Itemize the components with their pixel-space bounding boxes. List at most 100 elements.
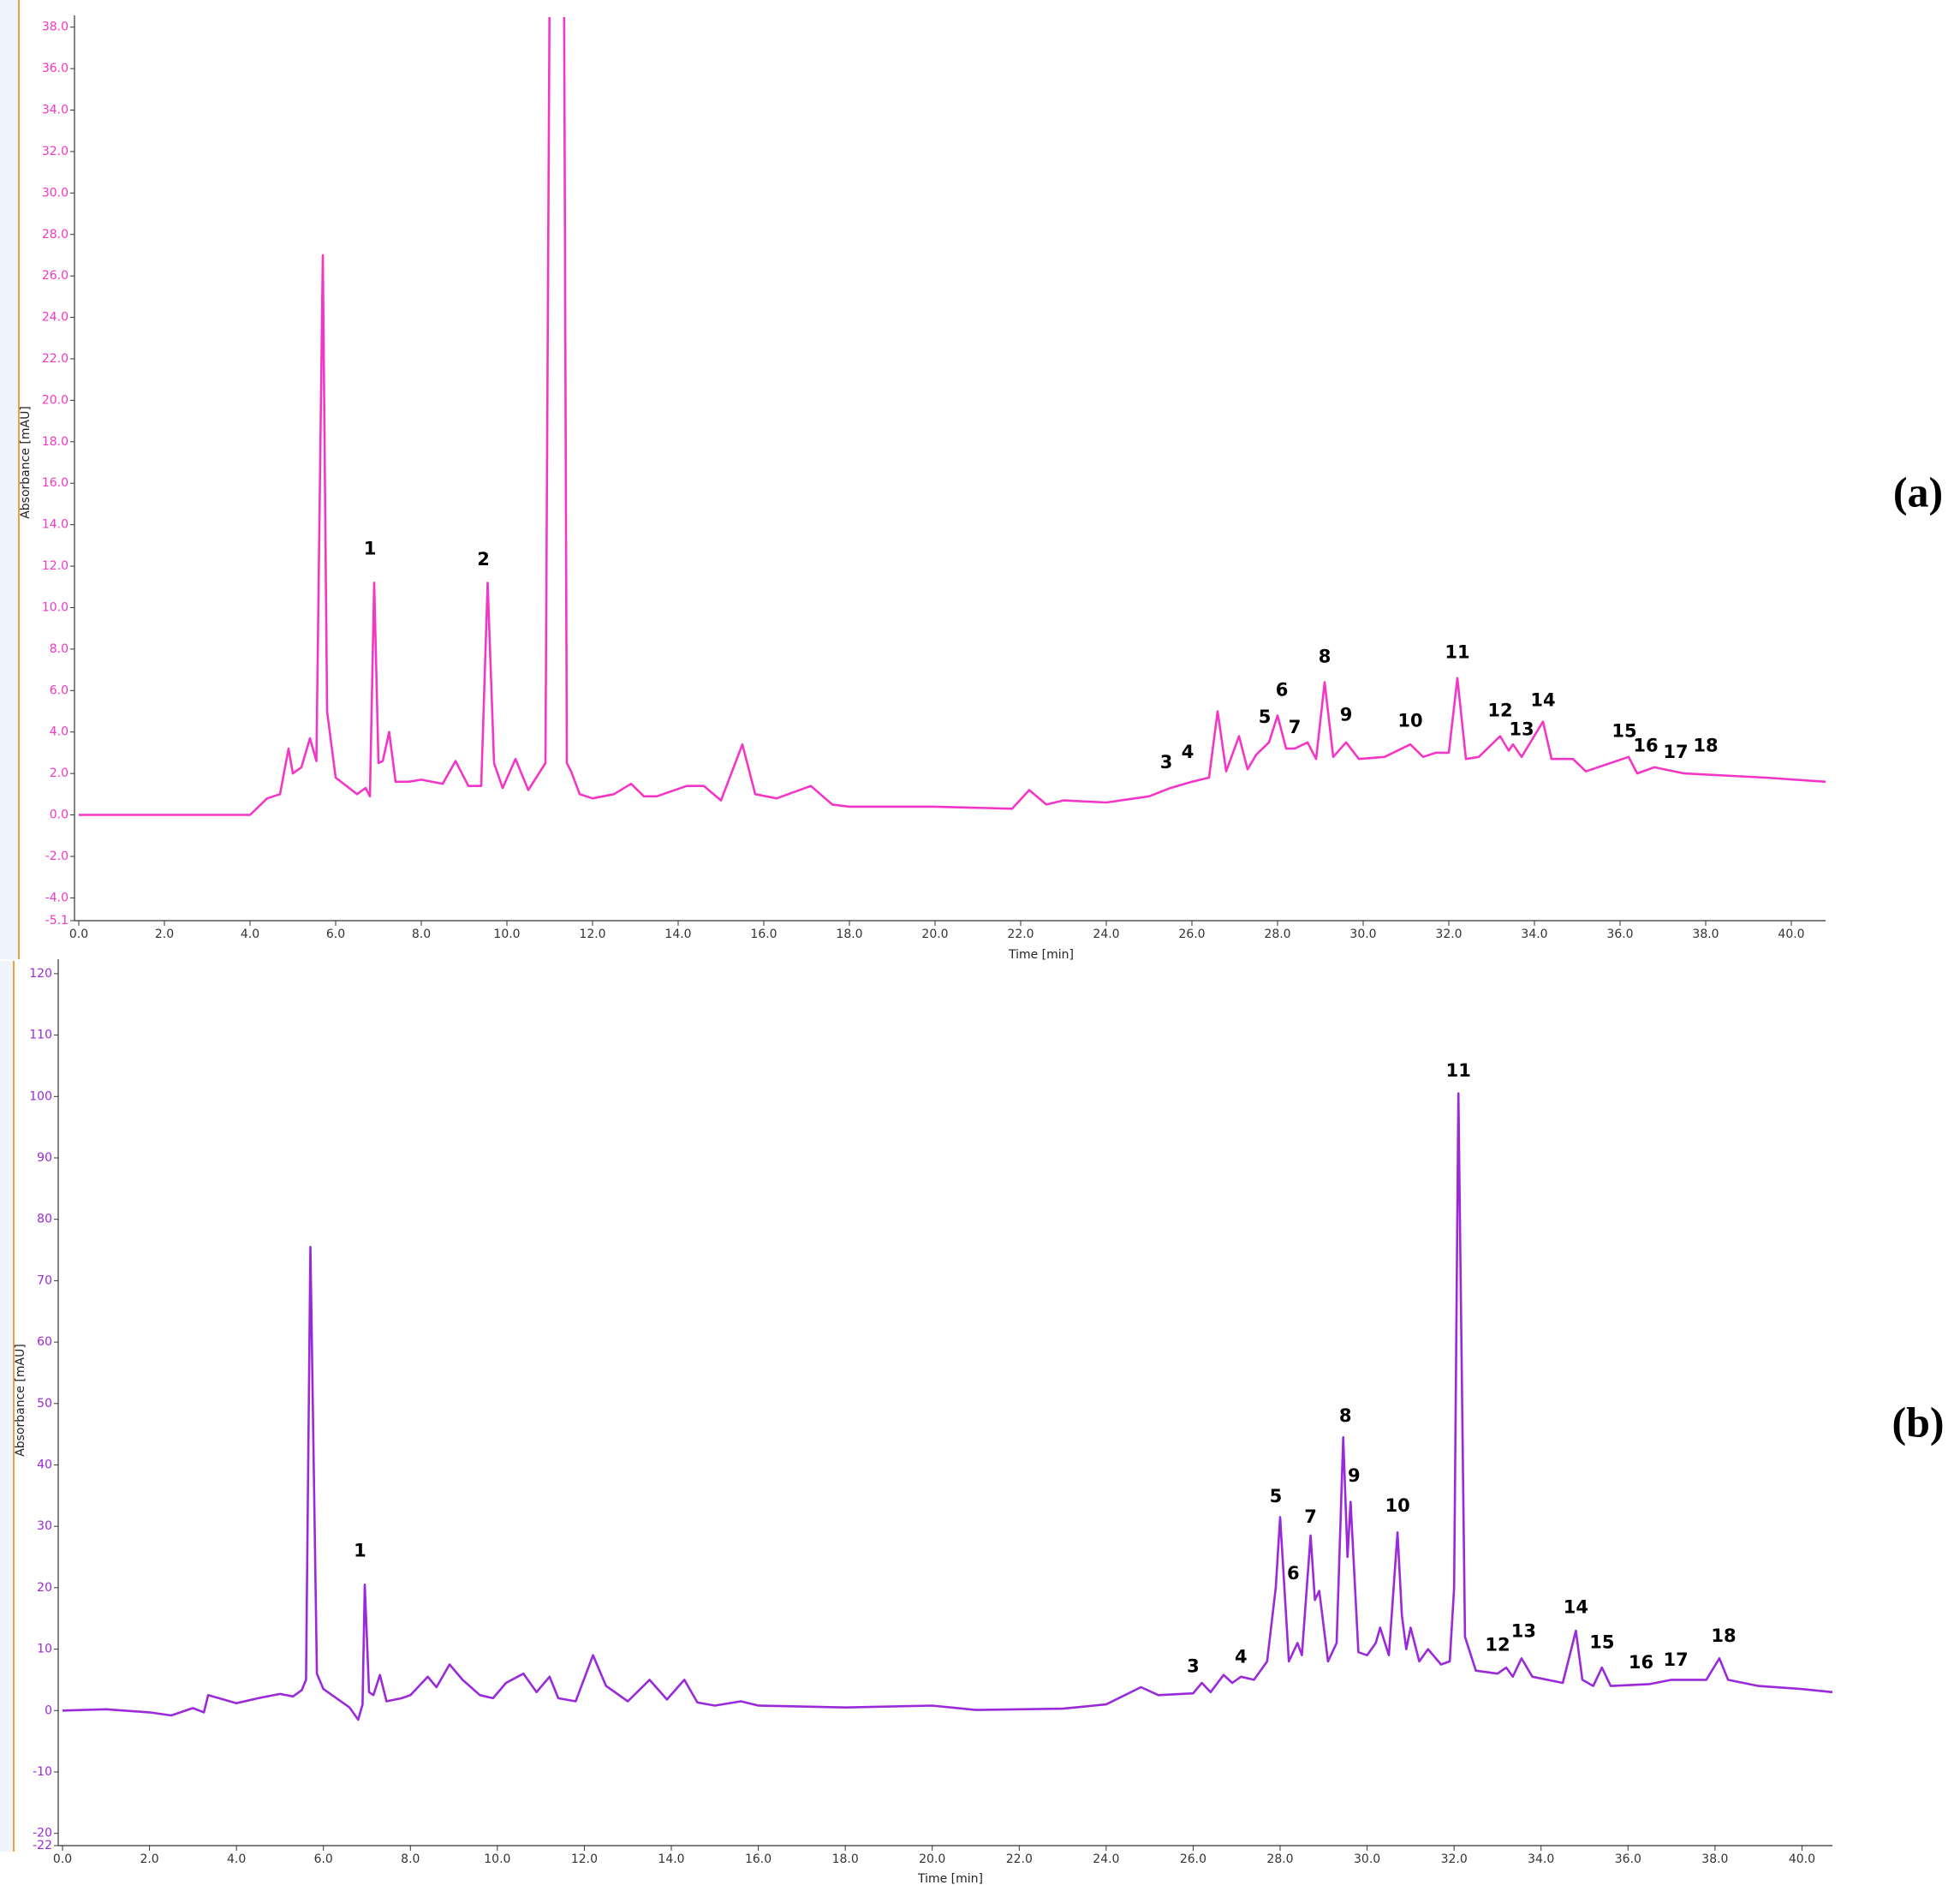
y-tick-label: 50	[37, 1397, 52, 1411]
x-tick-label: 18.0	[836, 928, 862, 941]
x-tick-label: 6.0	[326, 928, 345, 941]
peak-label: 1	[354, 1541, 366, 1561]
x-axis-label: Time [min]	[1008, 948, 1074, 962]
x-tick-label: 30.0	[1349, 928, 1376, 941]
y-axis-label: Absorbance [mAU]	[19, 406, 33, 519]
y-tick-label: 90	[37, 1151, 52, 1165]
y-tick-label: 80	[37, 1213, 52, 1226]
y-tick-label: 100	[29, 1089, 52, 1103]
x-tick-label: 2.0	[140, 1852, 158, 1866]
y-tick-label: -4.0	[45, 891, 69, 904]
x-tick-label: 10.0	[484, 1852, 510, 1866]
x-tick-label: 2.0	[155, 928, 174, 941]
y-tick-label: 12.0	[42, 559, 69, 573]
side-strip	[0, 961, 14, 1852]
x-axis-label: Time [min]	[917, 1872, 983, 1886]
x-tick-label: 10.0	[493, 928, 520, 941]
peak-label: 2	[477, 549, 490, 570]
x-tick-label: 36.0	[1615, 1852, 1641, 1866]
x-tick-label: 20.0	[921, 928, 948, 941]
panel-label: (b)	[1891, 1398, 1944, 1446]
y-tick-label: 22.0	[42, 352, 69, 366]
peak-label: 14	[1564, 1597, 1588, 1618]
chromatogram-line	[63, 1092, 1833, 1721]
y-tick-label: 6.0	[50, 683, 69, 697]
x-tick-label: 12.0	[579, 928, 605, 941]
chromatogram-line	[79, 17, 1826, 816]
peak-label: 18	[1711, 1626, 1736, 1646]
y-tick-label: -2.0	[45, 850, 69, 863]
peak-label: 6	[1287, 1563, 1300, 1584]
x-tick-label: 14.0	[658, 1852, 684, 1866]
peak-label: 16	[1629, 1652, 1653, 1673]
y-axis-label: Absorbance [mAU]	[14, 1344, 27, 1457]
x-tick-label: 18.0	[832, 1852, 859, 1866]
peak-label: 15	[1611, 721, 1636, 742]
y-tick-label: 32.0	[42, 145, 69, 158]
peak-label: 6	[1276, 679, 1289, 700]
x-tick-label: 8.0	[401, 1852, 420, 1866]
peak-label: 10	[1397, 711, 1422, 731]
x-tick-label: 14.0	[664, 928, 691, 941]
x-tick-label: 28.0	[1264, 928, 1290, 941]
x-tick-label: 32.0	[1441, 1852, 1468, 1866]
y-tick-label: 8.0	[50, 642, 69, 656]
y-tick-label: 14.0	[42, 518, 69, 532]
peak-label: 12	[1487, 701, 1512, 721]
peak-label: 7	[1289, 717, 1302, 737]
y-tick-label: 20	[37, 1581, 52, 1595]
y-tick-label: 10.0	[42, 600, 69, 614]
x-tick-label: 24.0	[1093, 1852, 1119, 1866]
y-tick-label: 70	[37, 1274, 52, 1287]
x-tick-label: 34.0	[1521, 928, 1547, 941]
x-tick-label: 6.0	[314, 1852, 333, 1866]
x-tick-label: 20.0	[919, 1852, 945, 1866]
y-tick-label: 2.0	[50, 767, 69, 780]
x-tick-label: 22.0	[1007, 928, 1034, 941]
y-tick-label: 38.0	[42, 21, 69, 34]
peak-label: 1	[364, 539, 377, 559]
y-tick-label: 40	[37, 1458, 52, 1471]
x-tick-label: 40.0	[1778, 928, 1804, 941]
peak-label: 17	[1664, 1649, 1689, 1670]
y-tick-label: 0.0	[50, 808, 69, 822]
x-tick-label: 30.0	[1354, 1852, 1380, 1866]
peak-label: 12	[1485, 1634, 1510, 1655]
x-tick-label: 28.0	[1266, 1852, 1293, 1866]
x-tick-label: 38.0	[1692, 928, 1719, 941]
x-tick-label: 4.0	[241, 928, 259, 941]
x-tick-label: 16.0	[745, 1852, 771, 1866]
peak-label: 11	[1445, 642, 1469, 663]
y-tick-label: -10	[33, 1765, 52, 1779]
x-tick-label: 24.0	[1093, 928, 1119, 941]
y-tick-label: 4.0	[50, 725, 69, 739]
peak-label: 8	[1339, 1405, 1352, 1426]
x-tick-label: 34.0	[1528, 1852, 1554, 1866]
y-tick-label: -22	[33, 1839, 52, 1852]
x-tick-label: 4.0	[227, 1852, 246, 1866]
x-tick-label: 36.0	[1606, 928, 1633, 941]
side-strip	[0, 0, 19, 959]
peak-label: 3	[1187, 1655, 1200, 1676]
peak-label: 18	[1693, 736, 1718, 756]
peak-label: 4	[1182, 742, 1194, 762]
peak-label: 5	[1259, 707, 1272, 727]
y-tick-label: -5.1	[45, 914, 69, 928]
y-tick-label: 26.0	[42, 269, 69, 283]
peak-label: 17	[1663, 742, 1688, 762]
x-tick-label: 32.0	[1435, 928, 1462, 941]
peak-label: 13	[1509, 719, 1534, 739]
peak-label: 16	[1633, 736, 1658, 756]
peak-label: 9	[1340, 704, 1353, 725]
peak-label: 15	[1589, 1632, 1614, 1652]
x-tick-label: 22.0	[1006, 1852, 1033, 1866]
y-tick-label: 30.0	[42, 186, 69, 200]
y-tick-label: 36.0	[42, 62, 69, 75]
y-tick-label: 120	[29, 967, 52, 981]
y-tick-label: 10	[37, 1643, 52, 1656]
panel-label: (a)	[1893, 468, 1943, 516]
y-tick-label: 20.0	[42, 393, 69, 407]
x-tick-label: 12.0	[571, 1852, 598, 1866]
x-tick-label: 0.0	[53, 1852, 72, 1866]
